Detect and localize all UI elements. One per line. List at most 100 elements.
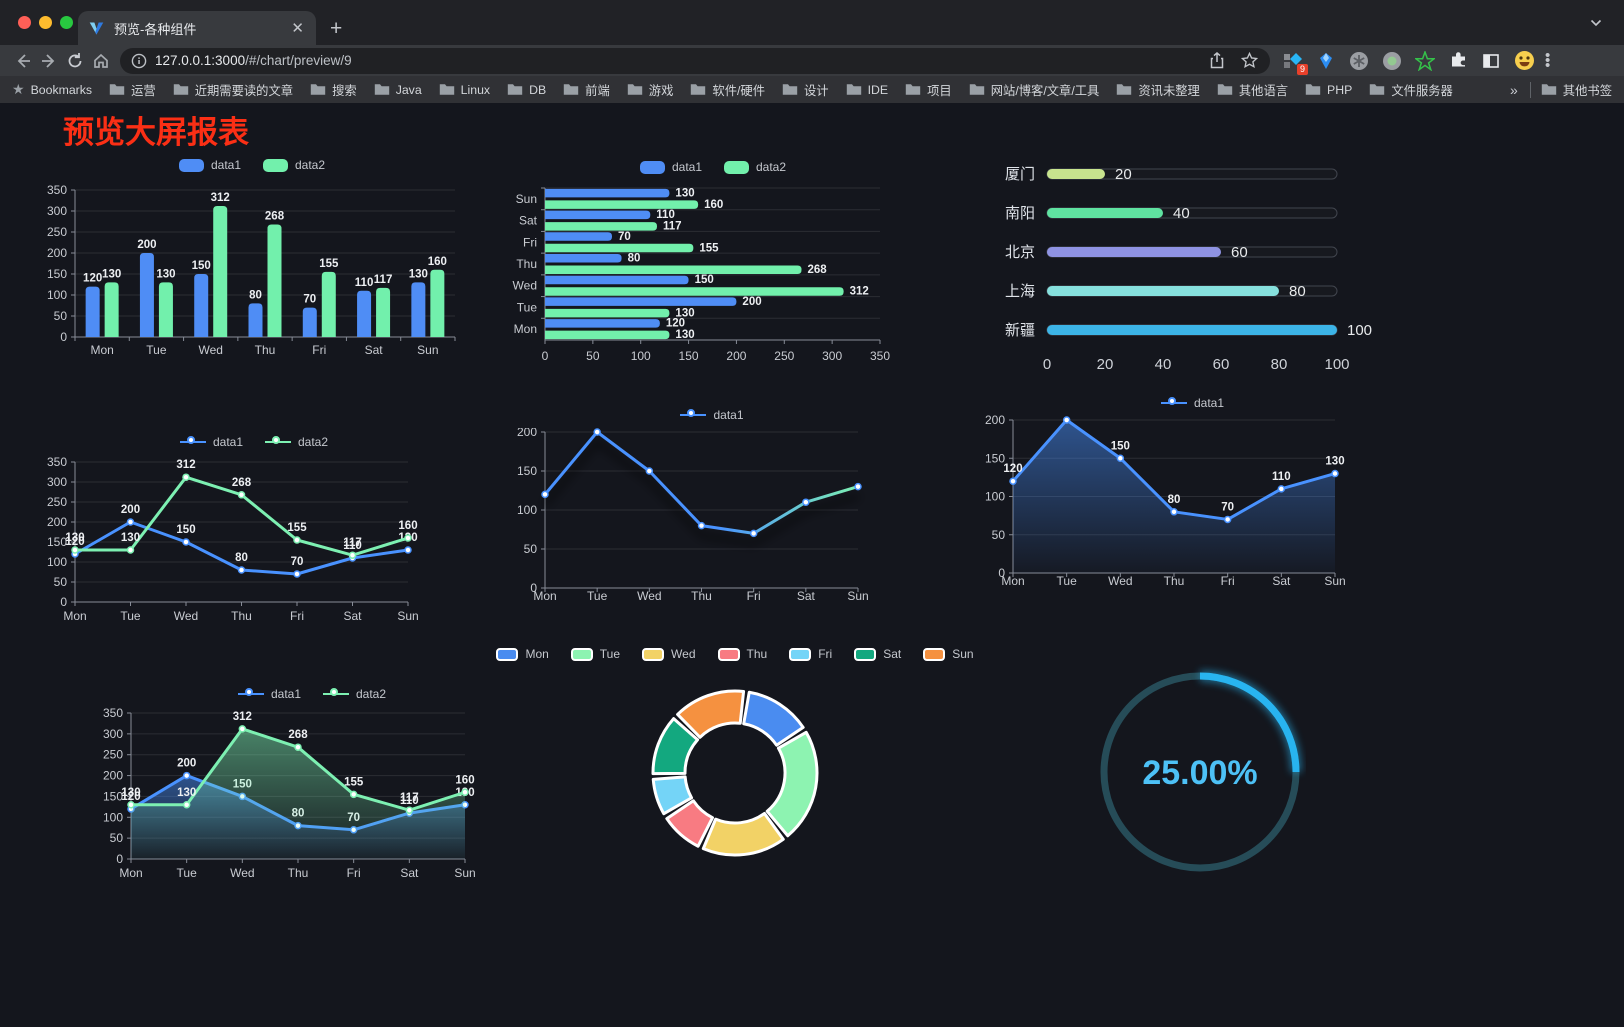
svg-text:130: 130	[675, 307, 694, 319]
bookmark-folder[interactable]: 网站/博客/文章/工具	[969, 81, 1099, 99]
svg-text:北京: 北京	[1005, 244, 1035, 261]
forward-button[interactable]	[36, 48, 62, 74]
bookmarks-overflow-chevron[interactable]: »	[1510, 81, 1518, 98]
blue-gem-extension-icon[interactable]	[1315, 50, 1337, 72]
svg-text:268: 268	[265, 210, 285, 222]
bookmark-folder[interactable]: DB	[507, 83, 546, 97]
svg-text:60: 60	[1231, 244, 1248, 261]
bookmark-folder[interactable]: Linux	[439, 83, 490, 97]
bookmark-folder[interactable]: Java	[374, 83, 422, 97]
svg-text:50: 50	[992, 528, 1006, 542]
legend-item-Thu[interactable]: Thu	[717, 647, 767, 661]
address-bar[interactable]: 127.0.0.1:3000/#/chart/preview/9	[120, 47, 1270, 74]
legend-item-Tue[interactable]: Tue	[570, 647, 620, 661]
legend-label: data2	[298, 435, 329, 449]
svg-text:250: 250	[47, 495, 67, 509]
svg-text:312: 312	[176, 459, 195, 471]
legend-item-data1[interactable]: data1	[178, 158, 241, 172]
legend-item-Fri[interactable]: Fri	[789, 647, 832, 661]
svg-text:0: 0	[116, 852, 123, 866]
bookmark-folder[interactable]: 资讯未整理	[1116, 81, 1200, 99]
bookmark-folder-label: Linux	[460, 82, 491, 97]
legend-item-Wed[interactable]: Wed	[642, 647, 696, 661]
bookmark-folder[interactable]: 运营	[109, 81, 156, 99]
fullscreen-window-button[interactable]	[60, 16, 73, 29]
other-bookmarks-label: 其他书签	[1562, 83, 1612, 98]
legend-item-data2[interactable]: data2	[263, 158, 325, 172]
legend-item-Sat[interactable]: Sat	[854, 647, 901, 661]
svg-text:160: 160	[455, 774, 474, 786]
browser-menu-icon[interactable]: • • •	[1545, 47, 1551, 74]
legend-label: data1	[671, 160, 702, 174]
home-button[interactable]	[88, 48, 114, 74]
svg-text:Sat: Sat	[797, 589, 816, 603]
legend-item-data1[interactable]: data1	[179, 435, 243, 449]
side-panel-icon[interactable]	[1480, 50, 1502, 72]
legend-label: data2	[756, 160, 787, 174]
legend-item-data2[interactable]: data2	[265, 435, 328, 449]
close-window-button[interactable]	[18, 16, 31, 29]
bookmark-folder-label: Java	[395, 82, 422, 97]
bookmark-folder[interactable]: 其他语言	[1217, 81, 1288, 99]
svg-text:200: 200	[47, 246, 67, 260]
snowflake-circle-extension-icon[interactable]	[1348, 50, 1370, 72]
svg-text:160: 160	[428, 256, 447, 268]
legend-item-data1[interactable]: data1	[1160, 396, 1225, 410]
legend-item-data1[interactable]: data1	[639, 160, 702, 174]
bookmark-folder[interactable]: 项目	[905, 81, 952, 99]
svg-text:上海: 上海	[1005, 283, 1035, 300]
bookmark-folder[interactable]: 文件服务器	[1369, 81, 1453, 99]
grid-diamond-extension-icon[interactable]: 9	[1282, 50, 1308, 75]
bookmarks-divider	[1529, 81, 1531, 98]
bookmark-folder[interactable]: 软件/硬件	[690, 81, 765, 99]
bookmarks-bar: ★ Bookmarks 运营 近期需要读的文章 搜索 Java Linux DB 前端 游戏 软…	[0, 76, 1624, 103]
record-circle-extension-icon[interactable]	[1381, 50, 1403, 72]
legend-item-data1[interactable]: data1	[680, 408, 744, 422]
puzzle-extensions-icon[interactable]	[1447, 50, 1469, 72]
svg-text:100: 100	[985, 490, 1005, 504]
bookmark-folder[interactable]: 搜索	[310, 81, 357, 99]
svg-text:Sat: Sat	[400, 866, 419, 880]
bookmarks-root[interactable]: ★ Bookmarks	[12, 81, 92, 98]
svg-text:40: 40	[1155, 356, 1172, 373]
svg-text:160: 160	[398, 520, 417, 532]
svg-text:350: 350	[870, 349, 890, 363]
back-button[interactable]	[10, 48, 36, 74]
svg-text:25.00%: 25.00%	[1142, 754, 1257, 792]
share-icon[interactable]	[1206, 50, 1228, 72]
bookmark-folder[interactable]: 近期需要读的文章	[173, 81, 293, 99]
svg-text:312: 312	[211, 192, 230, 204]
svg-text:130: 130	[675, 329, 694, 341]
legend-label: data1	[1193, 396, 1225, 410]
bookmark-folder-label: 近期需要读的文章	[194, 83, 294, 98]
svg-text:Tue: Tue	[1057, 574, 1078, 588]
page-info-icon[interactable]	[130, 52, 147, 69]
bookmark-folder[interactable]: 游戏	[627, 81, 673, 99]
bookmark-folder[interactable]: PHP	[1305, 83, 1352, 97]
legend-label: Fri	[818, 647, 833, 661]
browser-tab[interactable]: 预览-各种组件 ✕	[78, 11, 316, 45]
legend-item-data2[interactable]: data2	[323, 687, 386, 701]
green-star-extension-icon[interactable]	[1414, 50, 1436, 72]
legend-item-data2[interactable]: data2	[724, 160, 786, 174]
legend-item-data1[interactable]: data1	[237, 687, 301, 701]
other-bookmarks-folder[interactable]: 其他书签	[1541, 81, 1612, 99]
bookmark-star-icon[interactable]	[1238, 50, 1260, 72]
svg-text:160: 160	[704, 199, 723, 211]
legend-item-Sun[interactable]: Sun	[923, 647, 974, 661]
svg-text:200: 200	[517, 428, 537, 439]
bookmark-folder[interactable]: 前端	[563, 81, 610, 99]
bookmark-folder[interactable]: 设计	[782, 81, 829, 99]
new-tab-button[interactable]: +	[330, 17, 343, 40]
emoji-face-extension-icon[interactable]	[1513, 50, 1535, 72]
tab-list-chevron-icon[interactable]	[1590, 14, 1602, 32]
tab-close-icon[interactable]: ✕	[291, 20, 304, 37]
reload-button[interactable]	[62, 48, 88, 74]
bookmark-folder[interactable]: IDE	[846, 83, 888, 97]
svg-text:120: 120	[666, 318, 685, 330]
legend-item-Mon[interactable]: Mon	[496, 647, 549, 661]
minimize-window-button[interactable]	[39, 16, 52, 29]
svg-text:Wed: Wed	[230, 866, 254, 880]
site-favicon-icon	[88, 20, 105, 37]
svg-text:250: 250	[47, 225, 67, 239]
